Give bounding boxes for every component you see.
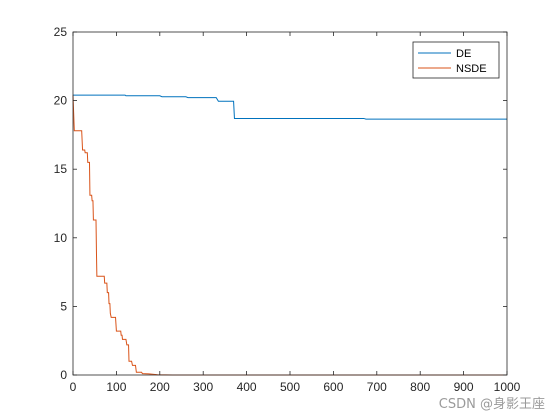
series-line-nsde <box>72 95 507 376</box>
legend-label-nsde: NSDE <box>456 63 487 75</box>
y-tick-label: 25 <box>54 25 68 39</box>
x-tick-label: 400 <box>237 380 257 394</box>
x-tick-label: 800 <box>410 380 430 394</box>
x-tick-label: 700 <box>367 380 387 394</box>
x-tick-label: 500 <box>280 380 300 394</box>
legend-label-de: DE <box>456 48 471 60</box>
y-tick-label: 15 <box>54 162 68 176</box>
watermark-text: CSDN @身影王座 <box>439 396 545 412</box>
y-tick-label: 10 <box>54 231 68 245</box>
legend: DE NSDE <box>412 41 500 79</box>
x-tick-label: 1000 <box>494 380 521 394</box>
axes: 0 100 200 300 400 500 600 700 800 900 1000 0 5 10 15 20… <box>54 25 521 394</box>
x-tick-label: 200 <box>150 380 170 394</box>
plot-area <box>73 32 507 375</box>
y-tick-label: 5 <box>60 299 67 313</box>
legend-box <box>412 41 500 79</box>
plot-background <box>73 32 507 375</box>
series-layer <box>72 94 507 376</box>
y-tick-label: 20 <box>54 94 68 108</box>
x-tick-label: 900 <box>454 380 474 394</box>
x-tick-label: 300 <box>193 380 213 394</box>
x-tick-label: 600 <box>323 380 343 394</box>
y-tick-label: 0 <box>60 368 67 382</box>
x-tick-label: 100 <box>106 380 126 394</box>
x-tick-label: 0 <box>70 380 77 394</box>
series-line-de <box>73 94 507 120</box>
